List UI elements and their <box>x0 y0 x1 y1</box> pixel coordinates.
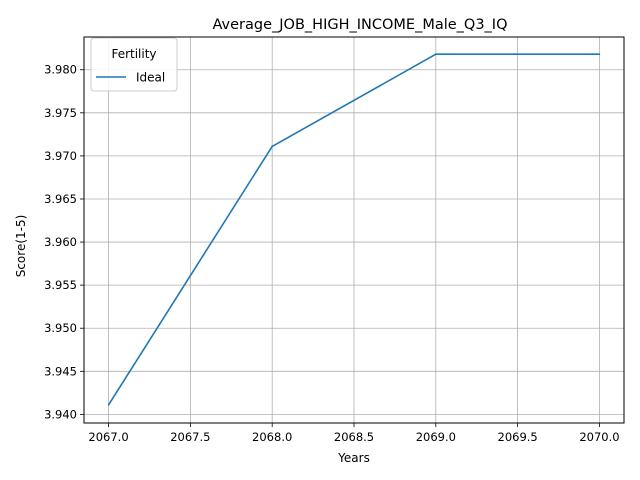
y-tick-label: 3.940 <box>44 407 77 421</box>
data-point <box>271 145 273 148</box>
data-point <box>435 53 437 56</box>
y-tick-label: 3.970 <box>44 149 77 163</box>
y-tick-label: 3.960 <box>44 235 77 249</box>
legend-entry-ideal: Ideal <box>136 71 165 85</box>
legend-title: Fertility <box>111 47 156 61</box>
x-tick-label: 2068.5 <box>334 430 374 444</box>
x-tick-label: 2069.0 <box>416 430 456 444</box>
data-point <box>598 53 601 56</box>
x-tick-label: 2067.0 <box>88 430 128 444</box>
series-line-ideal <box>107 53 600 406</box>
y-tick-label: 3.975 <box>44 106 77 120</box>
x-tick-label: 2069.5 <box>498 430 538 444</box>
grid <box>84 37 624 423</box>
data-point <box>107 404 110 406</box>
plot-frame <box>83 36 625 424</box>
y-tick-label: 3.965 <box>44 192 77 206</box>
y-tick-label: 3.950 <box>44 321 77 335</box>
y-tick-label: 3.980 <box>44 63 77 77</box>
x-tick-label: 2067.5 <box>170 430 210 444</box>
legend: Fertility Ideal <box>90 37 178 92</box>
y-tick-label: 3.955 <box>44 278 77 292</box>
y-tick-label: 3.945 <box>44 364 77 378</box>
axis-ticks: 2067.0 2067.5 2068.0 2068.5 2069.0 2069.5 2070… <box>44 63 620 444</box>
series-layer <box>107 53 601 406</box>
chart-title: Average_JOB_HIGH_INCOME_Male_Q3_IQ <box>212 17 507 33</box>
x-axis-label: Years <box>337 451 370 465</box>
x-tick-label: 2070.0 <box>579 430 619 444</box>
x-tick-label: 2068.0 <box>252 430 292 444</box>
y-axis-label: Score(1-5) <box>14 215 28 278</box>
